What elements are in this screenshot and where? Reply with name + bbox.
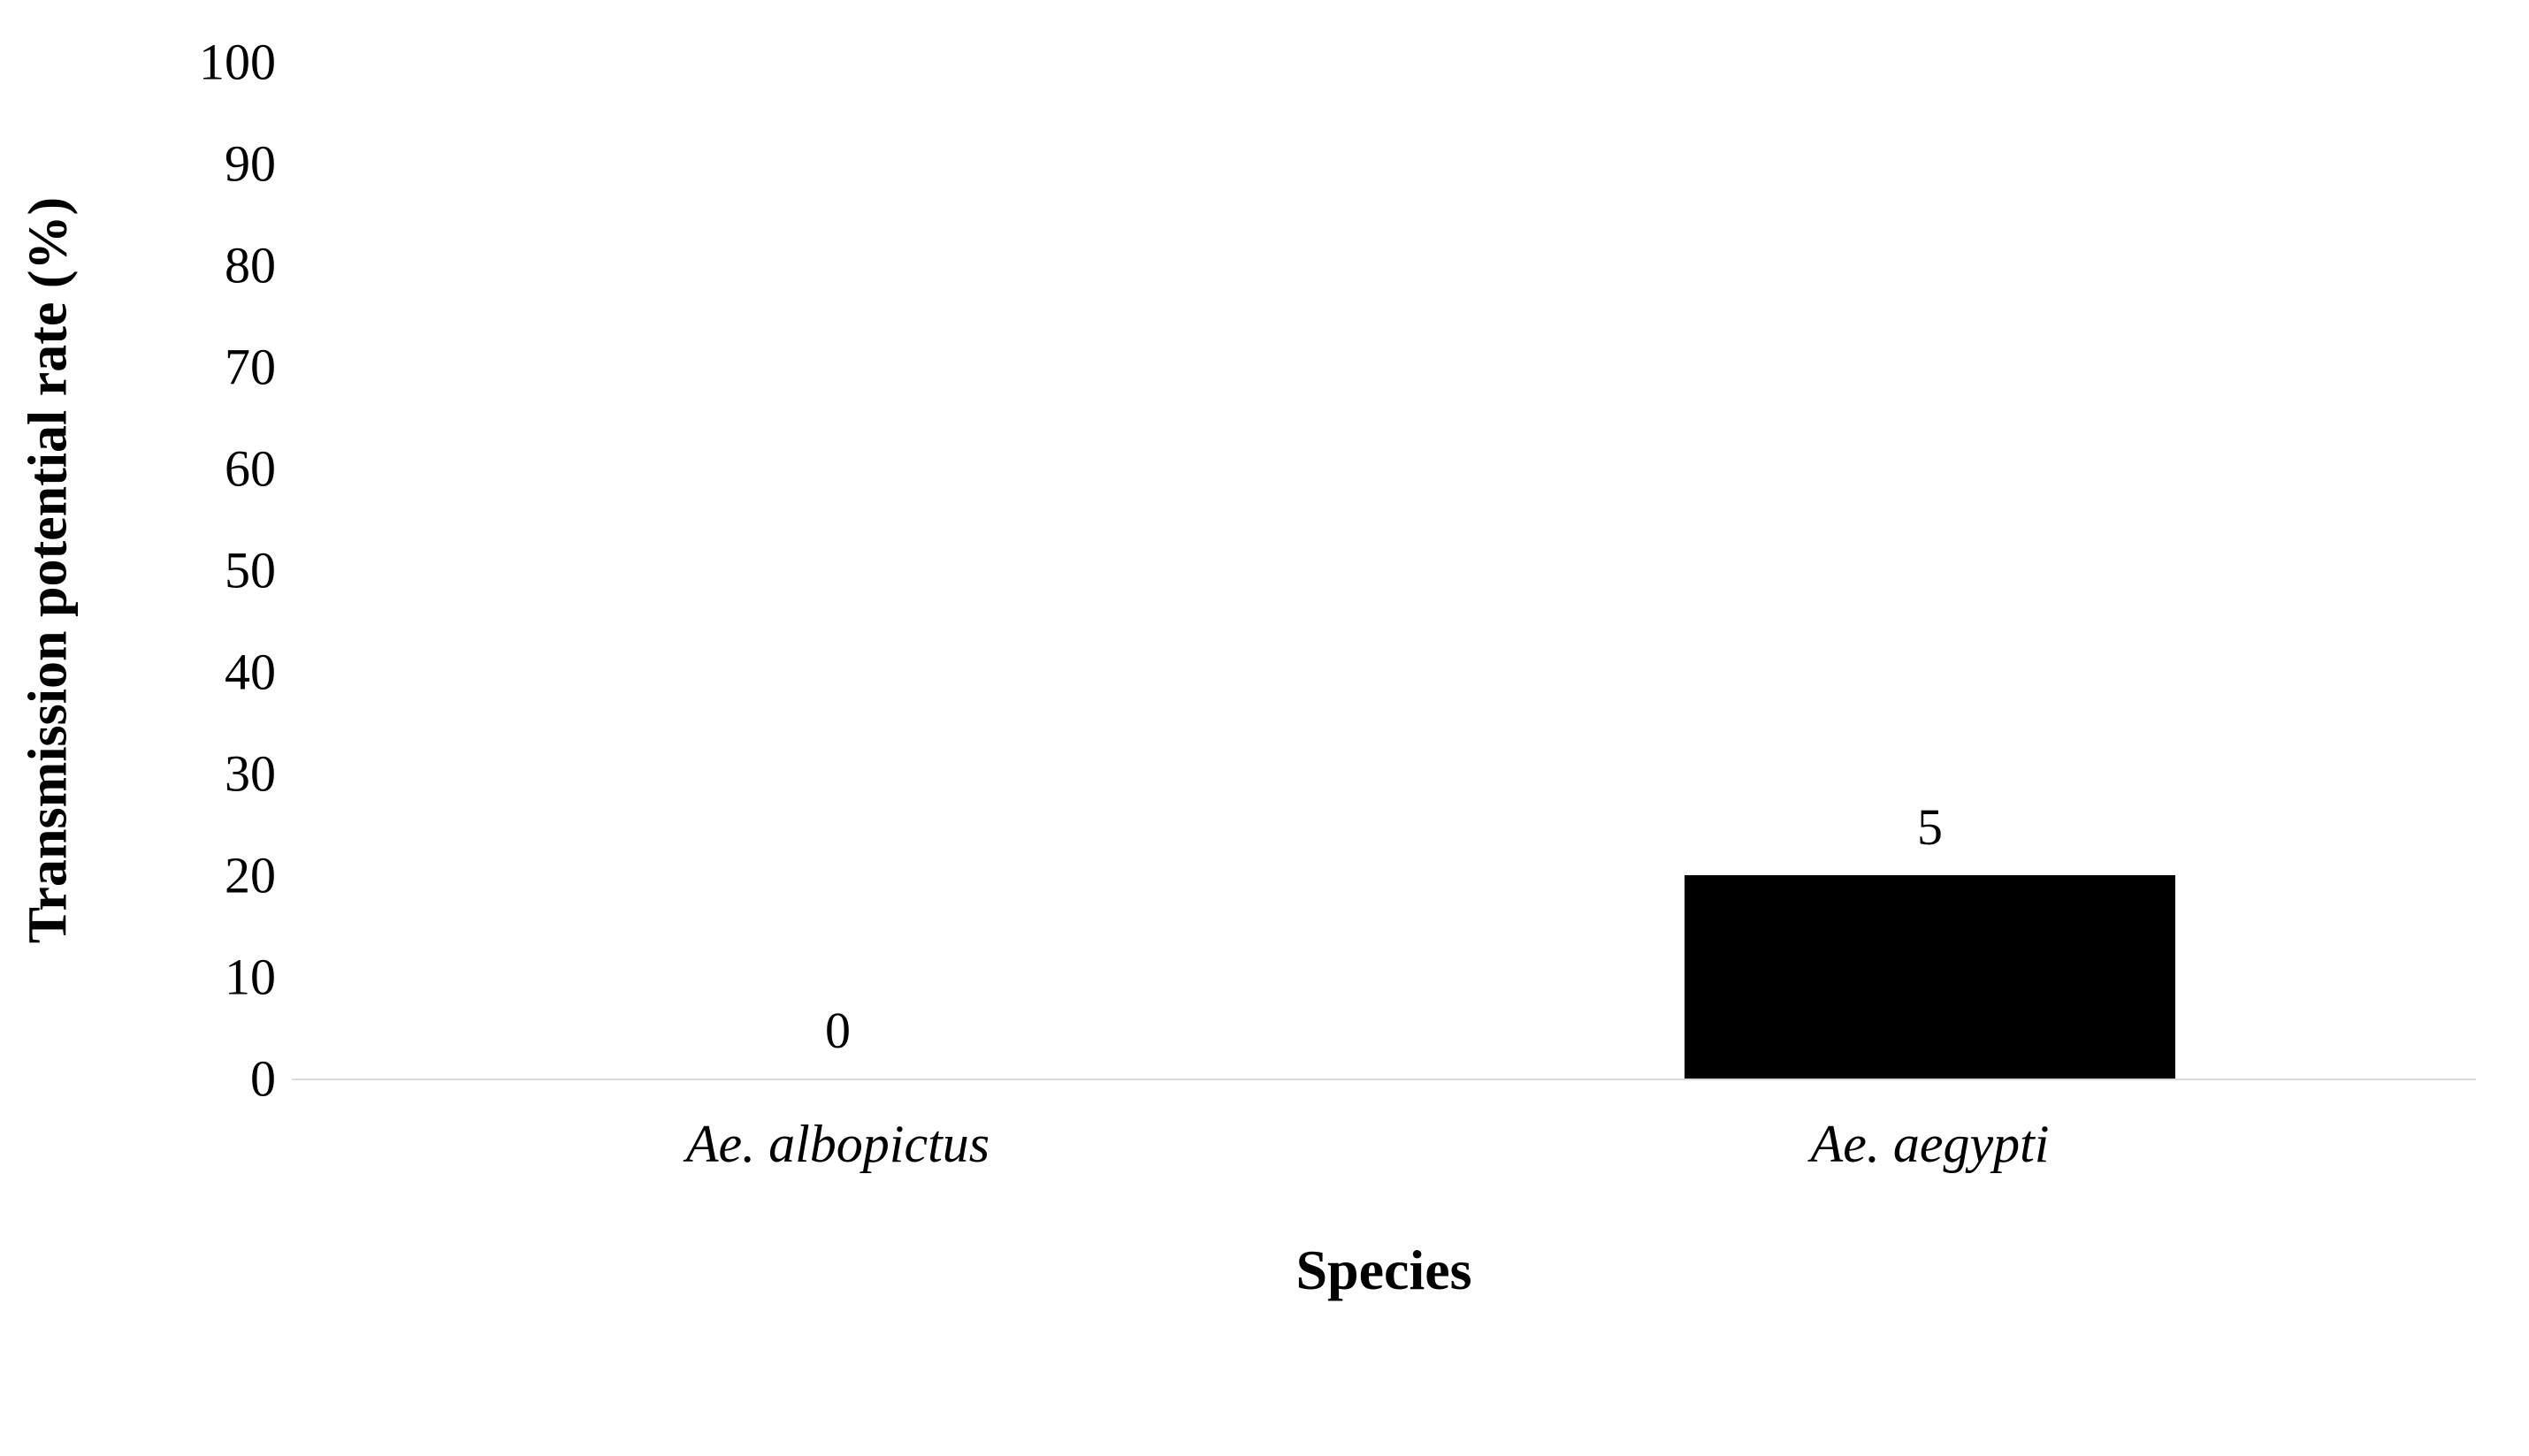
- y-tick-label: 10: [225, 948, 276, 1007]
- bar-value-label: 5: [1917, 797, 1943, 857]
- bar: [1685, 875, 2176, 1079]
- y-tick-label: 80: [225, 236, 276, 295]
- plot-area: [292, 62, 2476, 1080]
- y-tick-label: 30: [225, 744, 276, 804]
- y-tick-label: 60: [225, 439, 276, 499]
- bar-value-label: 0: [825, 1001, 851, 1060]
- y-tick-label: 0: [250, 1049, 276, 1109]
- y-tick-label: 100: [199, 33, 276, 92]
- y-tick-label: 40: [225, 643, 276, 702]
- x-category-label: Ae. albopictus: [686, 1114, 989, 1175]
- bar-chart: 0102030405060708090100Transmission poten…: [0, 0, 2529, 1456]
- y-axis-title: Transmission potential rate (%): [18, 197, 80, 943]
- y-tick-label: 20: [225, 846, 276, 905]
- x-category-label: Ae. aegypti: [1811, 1114, 2050, 1175]
- x-axis-title: Species: [1295, 1238, 1471, 1303]
- y-tick-label: 90: [225, 134, 276, 194]
- y-tick-label: 50: [225, 541, 276, 600]
- y-tick-label: 70: [225, 338, 276, 397]
